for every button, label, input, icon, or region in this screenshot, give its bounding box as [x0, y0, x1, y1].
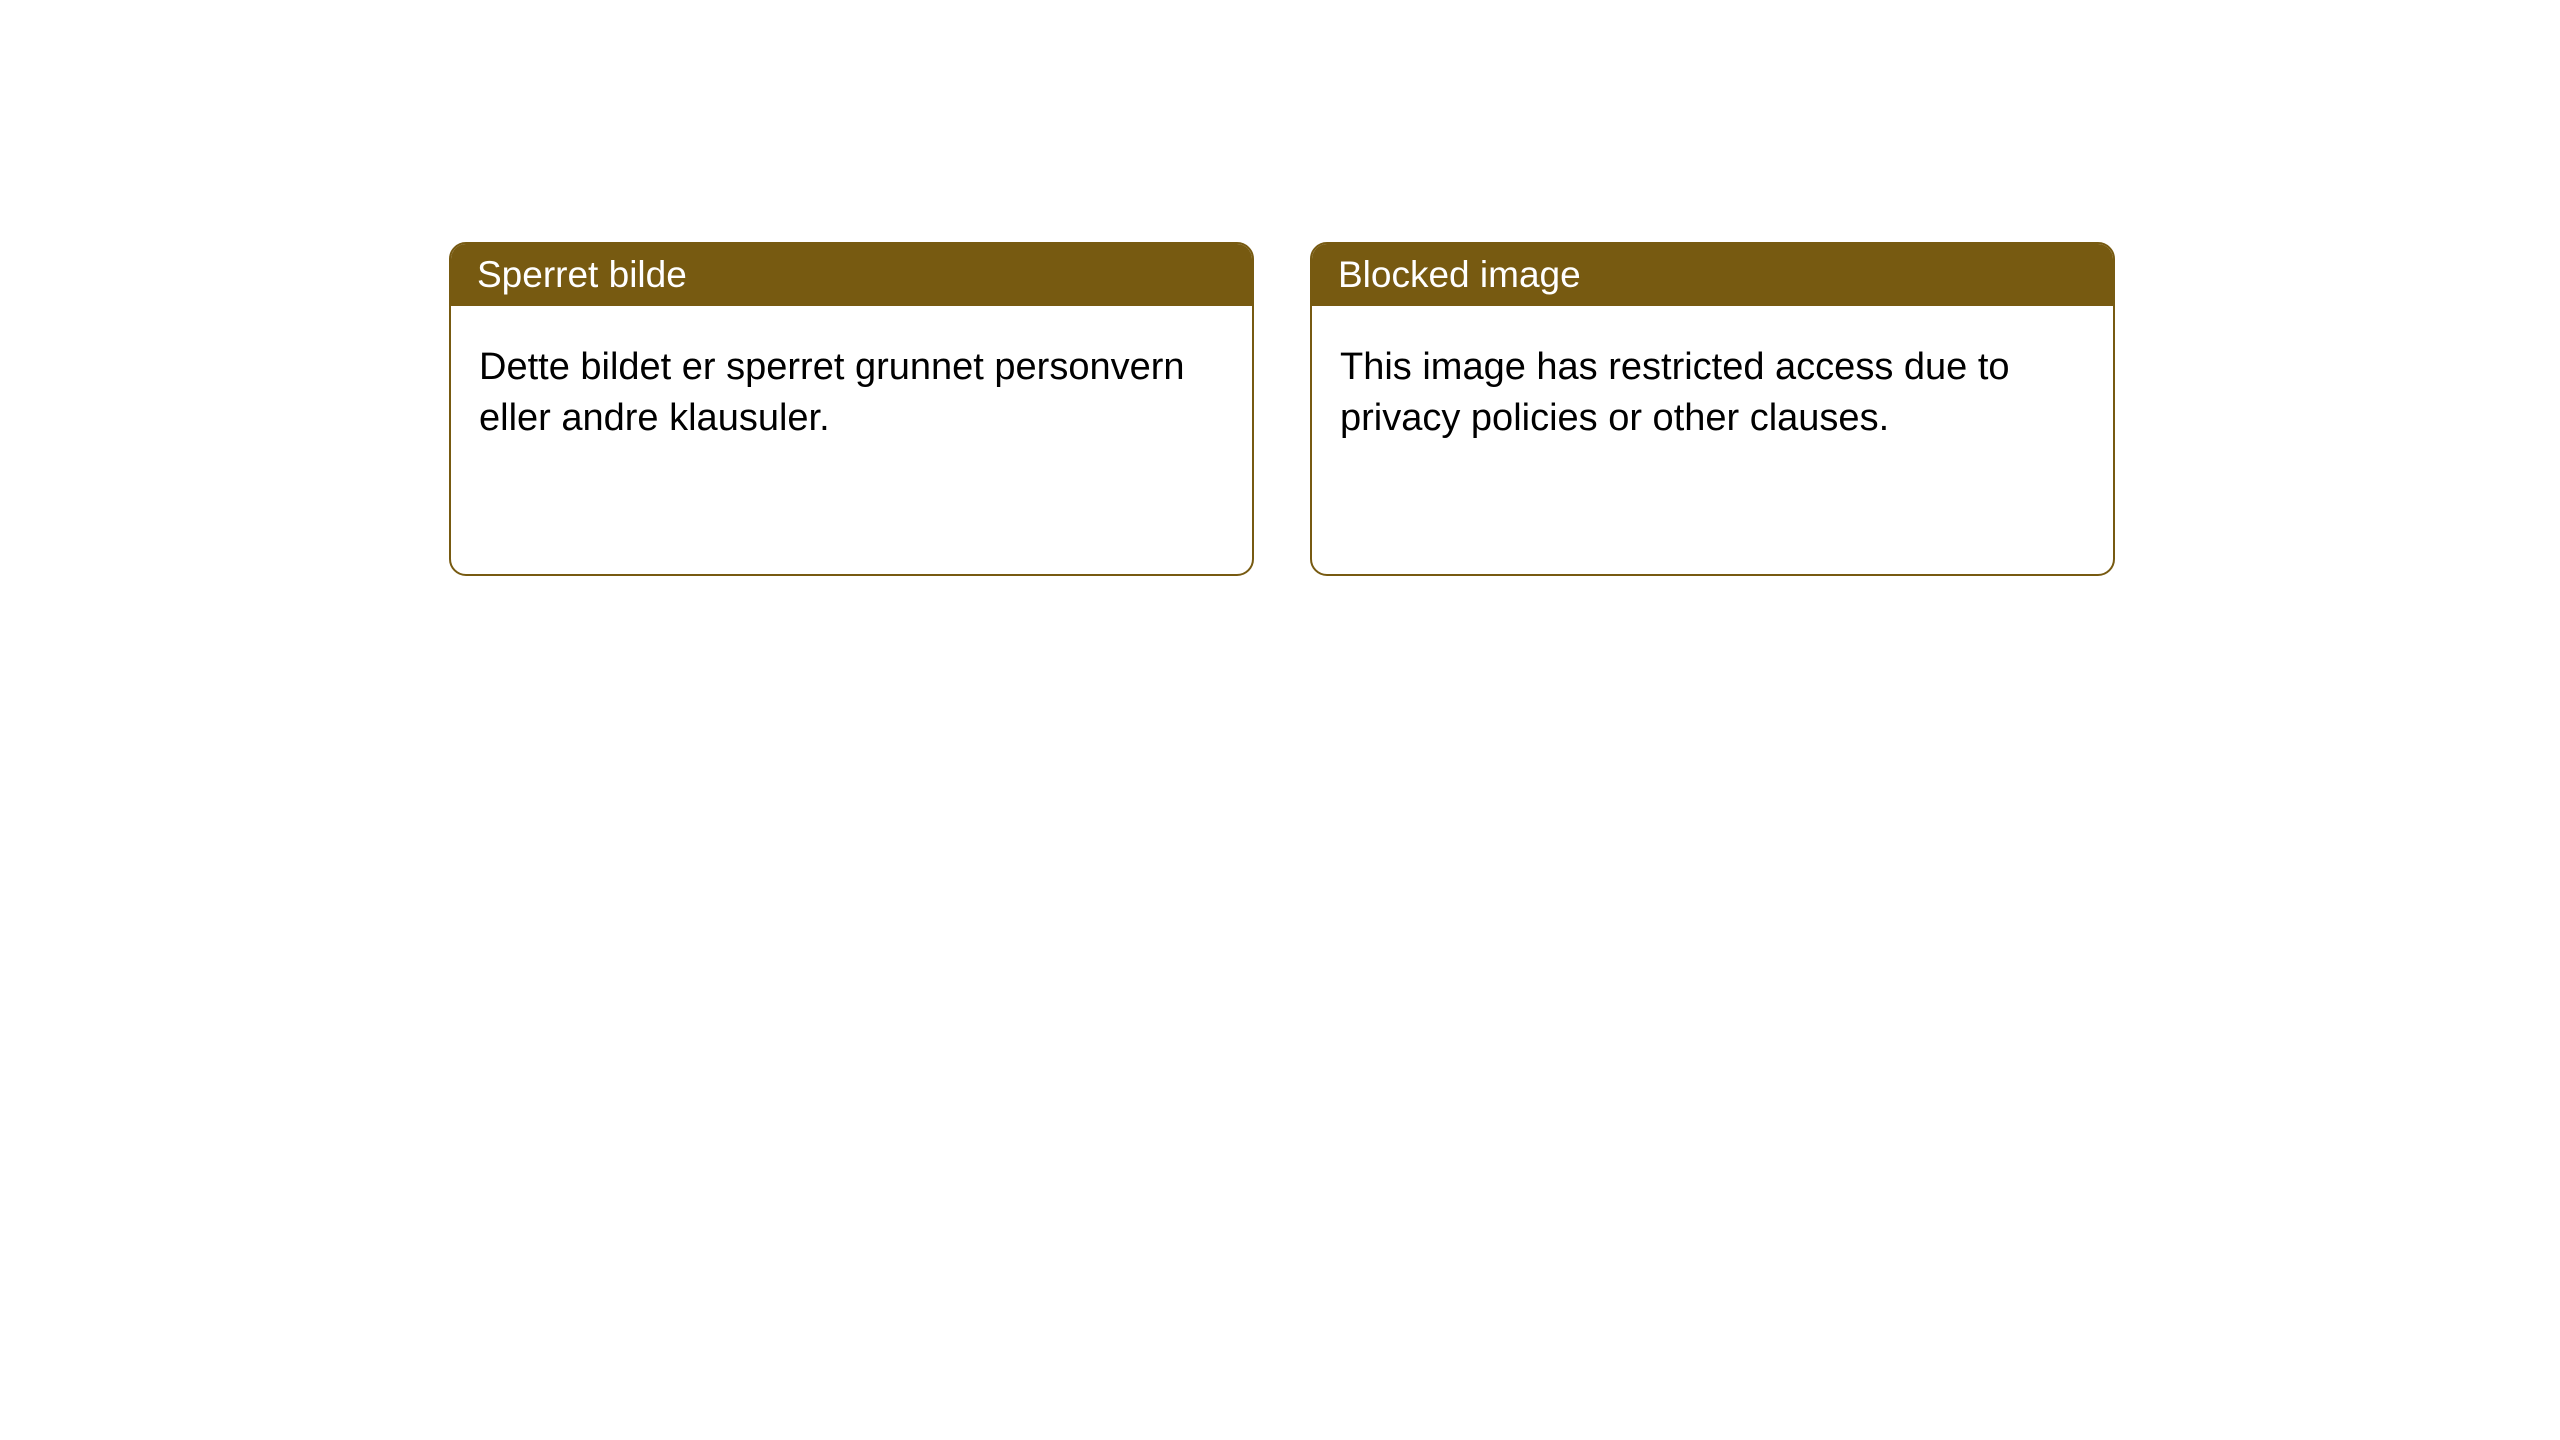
- card-header: Blocked image: [1312, 244, 2113, 306]
- card-header: Sperret bilde: [451, 244, 1252, 306]
- card-body: Dette bildet er sperret grunnet personve…: [451, 306, 1252, 574]
- card-title: Sperret bilde: [477, 254, 687, 295]
- notice-card-norwegian: Sperret bilde Dette bildet er sperret gr…: [449, 242, 1254, 576]
- card-title: Blocked image: [1338, 254, 1581, 295]
- notice-card-english: Blocked image This image has restricted …: [1310, 242, 2115, 576]
- card-body-text: Dette bildet er sperret grunnet personve…: [479, 346, 1185, 439]
- card-body-text: This image has restricted access due to …: [1340, 346, 2010, 439]
- card-body: This image has restricted access due to …: [1312, 306, 2113, 574]
- notice-cards-container: Sperret bilde Dette bildet er sperret gr…: [0, 0, 2560, 576]
